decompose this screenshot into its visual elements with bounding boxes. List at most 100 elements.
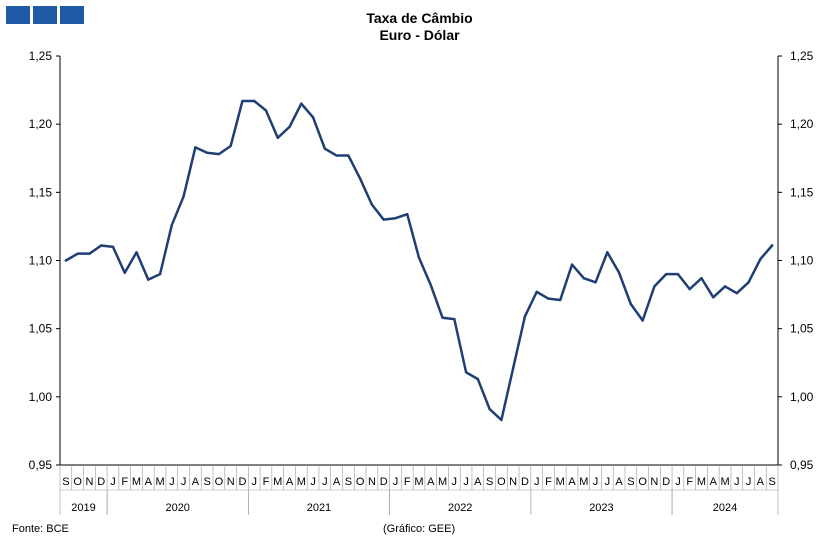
data-point — [135, 251, 138, 254]
data-point — [264, 109, 268, 112]
month-label: J — [452, 476, 458, 488]
data-point — [712, 296, 715, 299]
y-tick-label-left: 1,10 — [29, 254, 53, 268]
data-point — [511, 367, 515, 370]
month-label: O — [497, 476, 506, 488]
month-label: O — [215, 476, 224, 488]
month-label: M — [438, 476, 447, 488]
month-label: J — [534, 476, 540, 488]
series-line — [64, 99, 774, 422]
month-label: O — [356, 476, 365, 488]
month-label: N — [650, 476, 658, 488]
data-point — [88, 252, 91, 255]
year-label: 2021 — [307, 502, 331, 514]
month-label: O — [638, 476, 647, 488]
y-tick-label-right: 1,15 — [790, 185, 814, 199]
data-point — [406, 212, 409, 216]
month-label: N — [85, 476, 93, 488]
data-point — [347, 154, 350, 157]
y-tick-label-left: 1,15 — [29, 185, 53, 199]
data-point — [547, 297, 550, 300]
chart-title-block: Taxa de Câmbio Euro - Dólar — [0, 10, 839, 44]
data-point — [182, 195, 185, 198]
data-point — [723, 285, 727, 288]
month-label: A — [145, 476, 153, 488]
data-point — [429, 283, 432, 287]
y-tick-label-left: 1,00 — [29, 390, 53, 404]
month-label: N — [368, 476, 376, 488]
data-point — [229, 144, 232, 148]
month-label: N — [509, 476, 517, 488]
data-point — [453, 317, 456, 321]
data-point — [194, 146, 197, 149]
month-label: J — [251, 476, 257, 488]
data-point — [99, 244, 103, 247]
year-label: 2022 — [448, 502, 472, 514]
data-point — [629, 302, 633, 306]
month-label: F — [263, 476, 270, 488]
data-point — [559, 298, 562, 302]
data-point — [535, 290, 538, 294]
month-label: J — [169, 476, 175, 488]
month-label: D — [97, 476, 105, 488]
month-label: M — [579, 476, 588, 488]
data-point — [147, 278, 150, 281]
data-point — [370, 203, 374, 206]
month-label: D — [238, 476, 246, 488]
data-point — [76, 252, 79, 255]
month-label: F — [545, 476, 552, 488]
month-label: S — [203, 476, 210, 488]
month-label: M — [720, 476, 729, 488]
logo-block — [60, 6, 84, 24]
month-label: J — [734, 476, 740, 488]
month-label: A — [615, 476, 623, 488]
data-point — [323, 147, 327, 150]
month-label: J — [675, 476, 681, 488]
data-point — [735, 292, 739, 295]
month-label: F — [404, 476, 411, 488]
data-point — [759, 257, 762, 261]
data-point — [158, 272, 162, 276]
data-point — [488, 407, 491, 411]
y-tick-label-right: 1,25 — [790, 49, 814, 63]
month-label: J — [593, 476, 599, 488]
data-point — [664, 272, 668, 276]
month-label: M — [297, 476, 306, 488]
data-point — [464, 371, 468, 374]
data-point — [688, 287, 691, 291]
data-point — [335, 154, 338, 157]
y-tick-label-left: 1,20 — [29, 117, 53, 131]
month-label: J — [393, 476, 399, 488]
month-label: A — [757, 476, 765, 488]
month-label: S — [486, 476, 493, 488]
year-label: 2020 — [165, 502, 189, 514]
data-point — [358, 177, 362, 180]
year-label: 2023 — [589, 502, 613, 514]
data-point — [300, 102, 303, 105]
data-point — [311, 116, 315, 119]
month-label: S — [768, 476, 775, 488]
y-tick-label-right: 0,95 — [790, 458, 814, 472]
logo-block — [6, 6, 30, 24]
data-point — [500, 418, 503, 422]
data-point — [594, 281, 597, 284]
month-label: N — [227, 476, 235, 488]
data-point — [217, 152, 221, 156]
month-label: M — [132, 476, 141, 488]
month-label: J — [746, 476, 752, 488]
chart-credit: (Gráfico: GEE) — [383, 523, 456, 535]
month-label: S — [62, 476, 69, 488]
data-point — [170, 223, 174, 227]
data-point — [64, 259, 68, 262]
y-tick-label-right: 1,05 — [790, 322, 814, 336]
month-label: A — [192, 476, 200, 488]
brand-logo — [6, 6, 84, 24]
month-label: A — [474, 476, 482, 488]
month-label: M — [414, 476, 423, 488]
month-label: A — [710, 476, 718, 488]
chart-title: Taxa de Câmbio — [366, 10, 473, 26]
data-point — [770, 244, 774, 247]
data-point — [417, 256, 421, 259]
month-label: A — [427, 476, 435, 488]
